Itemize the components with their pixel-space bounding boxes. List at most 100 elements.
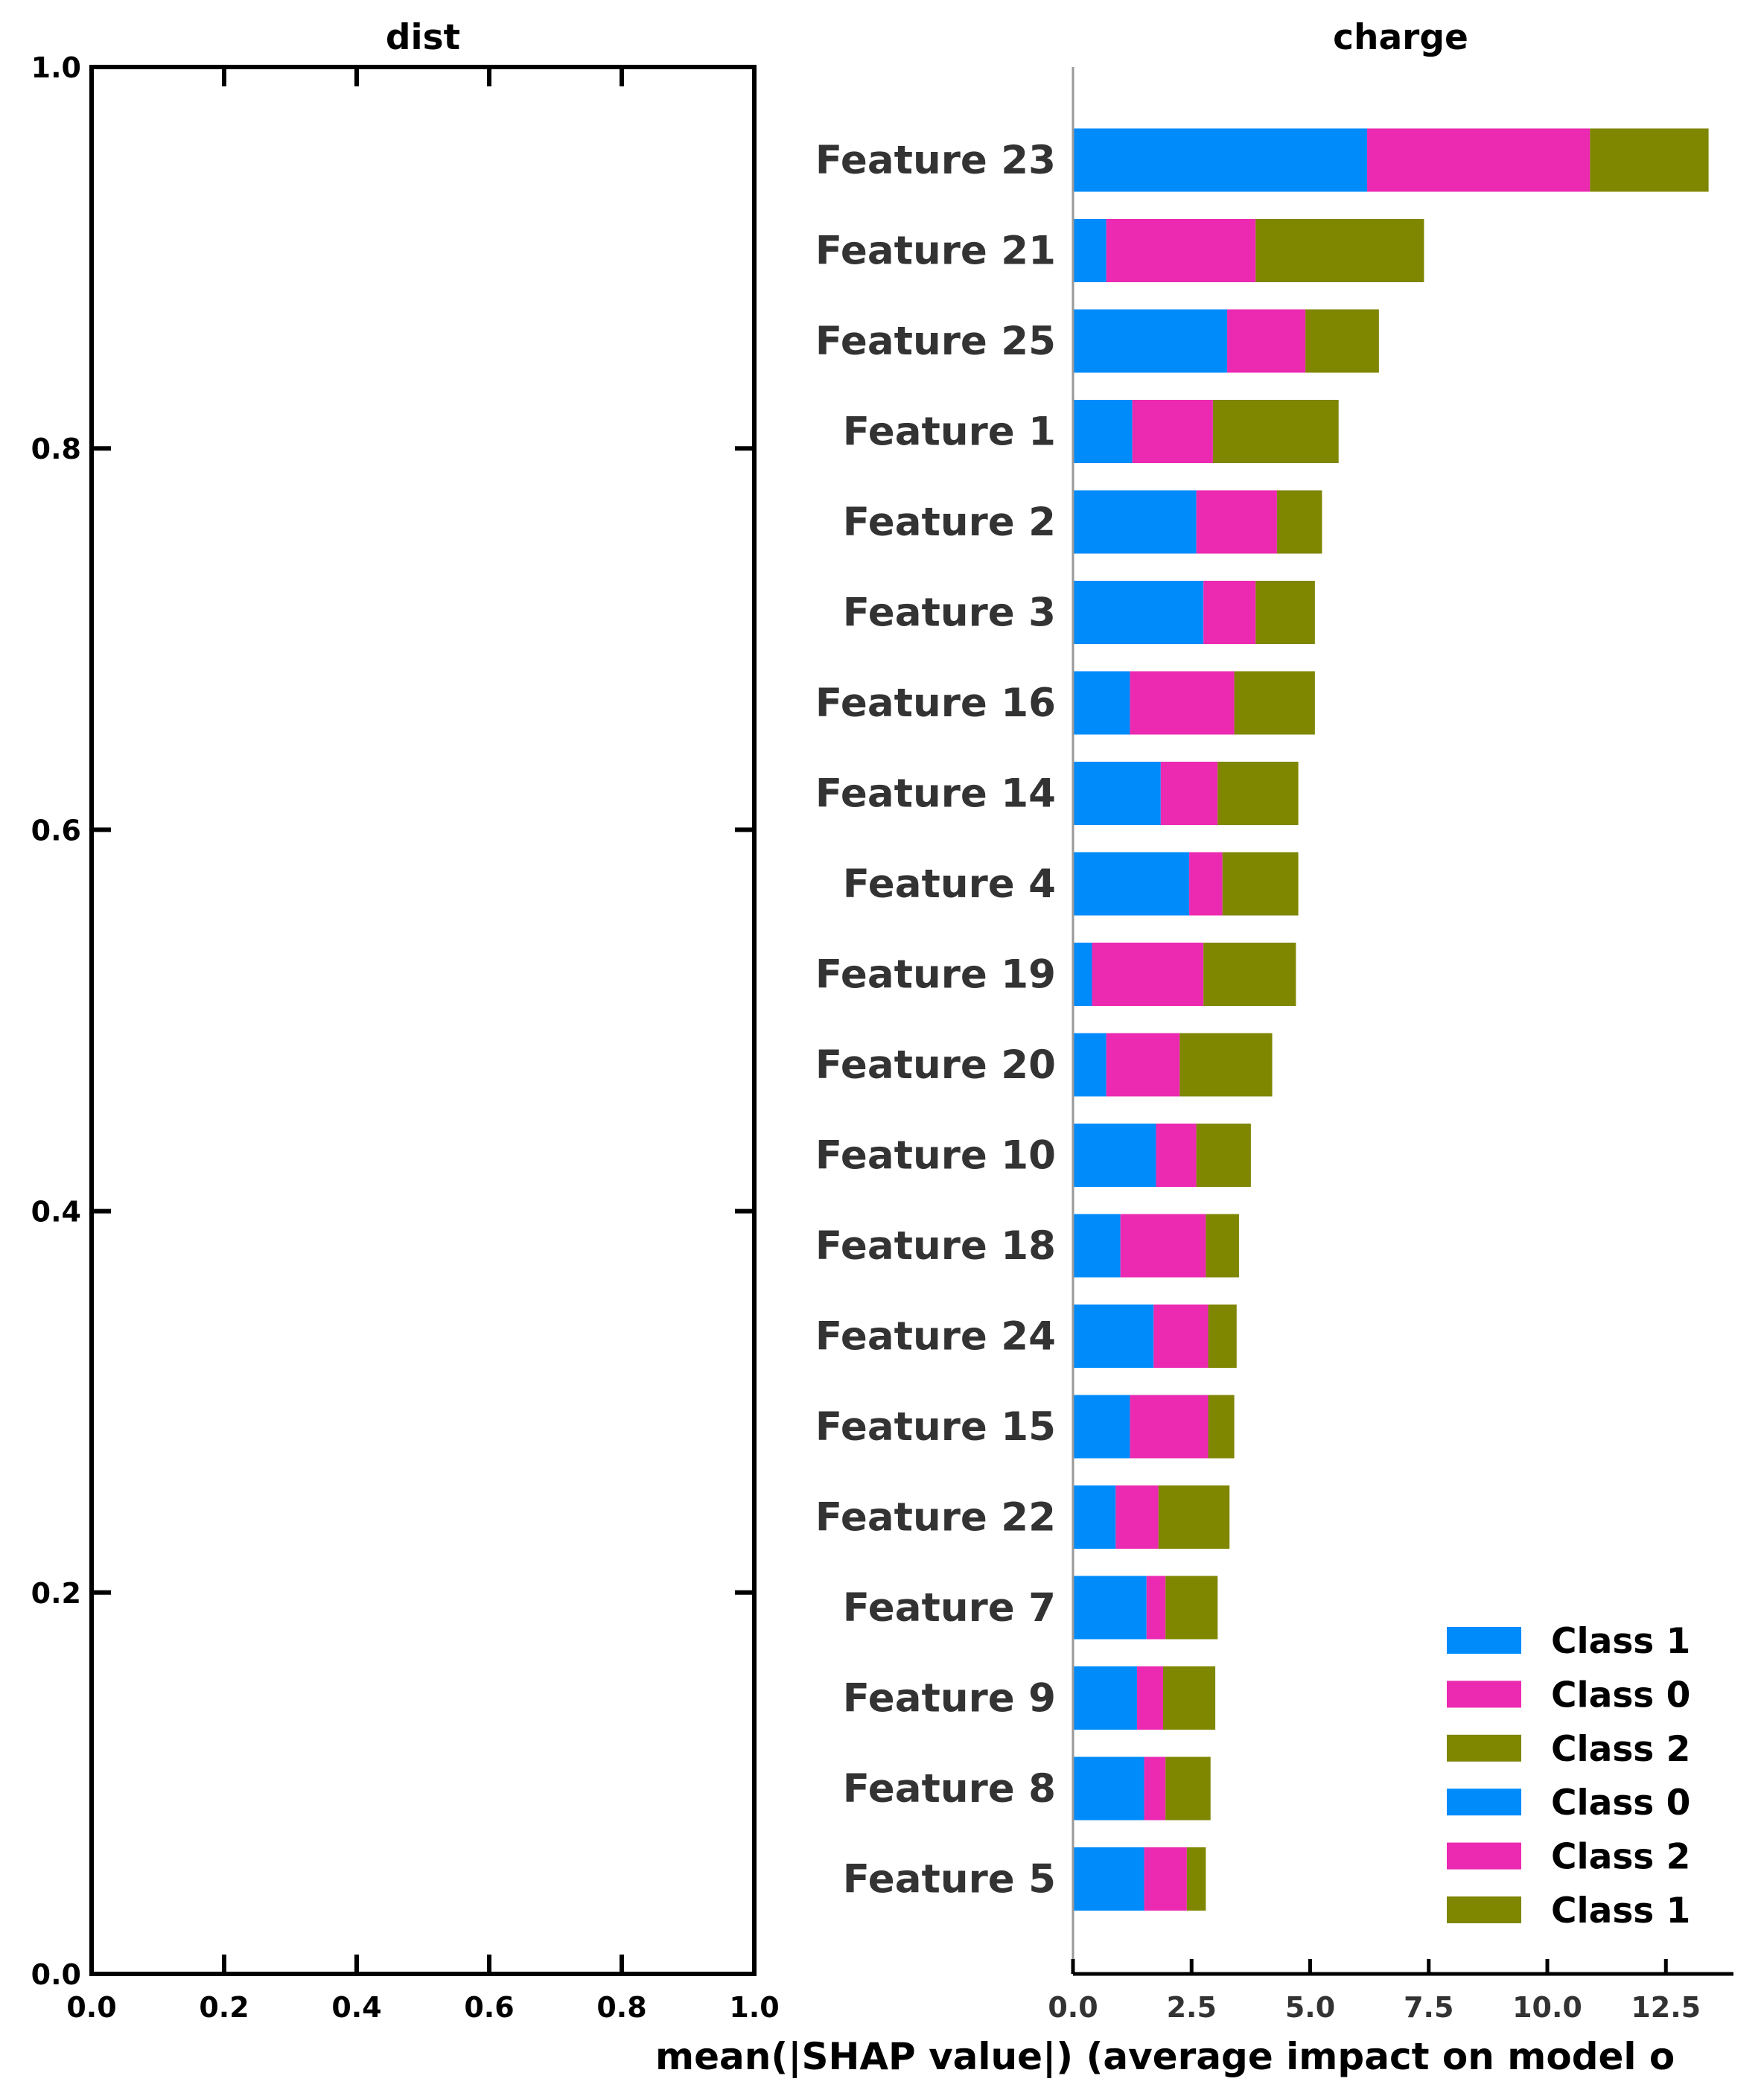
feature-label: Feature 22 — [815, 1495, 1056, 1541]
bar-segment — [1132, 400, 1213, 463]
dist-x-tick-label: 0.6 — [464, 1991, 514, 2024]
bar-segment — [1305, 309, 1379, 373]
bar-segment — [1153, 1305, 1209, 1368]
bar-segment — [1073, 943, 1092, 1006]
charge-title: charge — [1333, 17, 1468, 58]
bar-segment — [1227, 309, 1306, 373]
bar-segment — [1073, 1033, 1107, 1097]
bar-segment — [1073, 671, 1130, 735]
charge-x-ticks: 0.0 2.5 5.0 7.5 10.0 12.5 — [1048, 1959, 1701, 2024]
bar-segment — [1073, 762, 1161, 825]
dist-y-tick-label: 0.0 — [31, 1958, 81, 1991]
charge-x-tick-label: 12.5 — [1631, 1991, 1701, 2024]
bar-segment — [1144, 1847, 1187, 1911]
bar-segment — [1130, 1395, 1209, 1459]
bar-segment — [1073, 1214, 1121, 1278]
charge-x-tick-label: 7.5 — [1404, 1991, 1453, 2024]
dist-y-ticks: 0.0 0.2 0.4 0.6 0.8 1.0 — [31, 51, 754, 1991]
bar-segment — [1092, 943, 1204, 1006]
dist-x-tick-label: 0.0 — [66, 1991, 116, 2024]
bar-segment — [1073, 400, 1133, 463]
feature-label: Feature 2 — [843, 500, 1056, 545]
bar-segment — [1276, 490, 1322, 554]
legend-label: Class 1 — [1551, 1891, 1690, 1931]
feature-label: Feature 4 — [843, 861, 1056, 907]
legend-label: Class 0 — [1551, 1675, 1690, 1716]
dist-y-tick-label: 0.4 — [31, 1196, 81, 1229]
bar-segment — [1136, 1666, 1164, 1730]
bar-segment — [1165, 1756, 1211, 1821]
bar-segment — [1212, 400, 1339, 463]
bar-segment — [1130, 671, 1235, 735]
bar-segment — [1106, 219, 1256, 282]
bar-segment — [1073, 1395, 1130, 1459]
charge-x-tick-label: 2.5 — [1167, 1991, 1217, 2024]
bar-segment — [1073, 490, 1197, 554]
bar-segment — [1073, 1124, 1156, 1187]
dist-y-tick-label: 0.2 — [31, 1577, 81, 1610]
feature-label: Feature 8 — [843, 1766, 1056, 1812]
dist-y-tick-label: 1.0 — [31, 51, 81, 84]
bar-segment — [1186, 1847, 1206, 1911]
charge-x-tick-label: 0.0 — [1048, 1991, 1098, 2024]
bar-segment — [1073, 581, 1204, 644]
feature-label: Feature 14 — [815, 771, 1056, 817]
bar-segment — [1106, 1033, 1180, 1097]
dist-x-tick-label: 1.0 — [729, 1991, 779, 2024]
legend: Class 1 Class 0 Class 2 Class 0 Class 2 Class… — [1447, 1621, 1690, 1931]
charge-x-tick-label: 10.0 — [1512, 1991, 1582, 2024]
bar-segment — [1115, 1485, 1159, 1549]
feature-label: Feature 18 — [815, 1223, 1056, 1269]
bar-segment — [1203, 943, 1296, 1006]
legend-label: Class 2 — [1551, 1837, 1690, 1878]
bar-segment — [1073, 1847, 1144, 1911]
legend-label: Class 2 — [1551, 1729, 1690, 1770]
charge-x-axis-label: mean(|SHAP value|) (average impact on mo… — [655, 2035, 1675, 2078]
legend-swatch — [1447, 1896, 1521, 1923]
bar-segment — [1073, 1756, 1144, 1821]
dist-title: dist — [386, 17, 460, 58]
bar-segment — [1196, 1124, 1251, 1187]
feature-label: Feature 16 — [815, 681, 1056, 726]
legend-label: Class 0 — [1551, 1783, 1690, 1824]
feature-label: Feature 5 — [843, 1857, 1056, 1902]
bar-segment — [1222, 852, 1299, 916]
bar-segment — [1156, 1124, 1197, 1187]
feature-label: Feature 23 — [815, 138, 1056, 183]
legend-swatch — [1447, 1681, 1521, 1708]
dist-x-tick-label: 0.2 — [199, 1991, 249, 2024]
bar-segment — [1120, 1214, 1206, 1278]
feature-label: Feature 19 — [815, 952, 1056, 998]
bar-segment — [1208, 1395, 1235, 1459]
bar-segment — [1366, 128, 1591, 192]
bar-segment — [1146, 1576, 1166, 1640]
bar-segment — [1073, 1485, 1116, 1549]
bar-segment — [1217, 762, 1299, 825]
bar-segment — [1073, 219, 1107, 282]
dist-x-ticks: 0.0 0.2 0.4 0.6 0.8 1.0 — [66, 67, 780, 2024]
legend-label: Class 1 — [1551, 1621, 1690, 1662]
bar-segment — [1206, 1214, 1239, 1278]
dist-x-tick-label: 0.8 — [596, 1991, 646, 2024]
bar-segment — [1073, 1305, 1154, 1368]
dist-y-tick-label: 0.8 — [31, 433, 81, 465]
legend-swatch — [1447, 1842, 1521, 1870]
feature-label: Feature 25 — [815, 319, 1056, 364]
bar-segment — [1073, 1666, 1137, 1730]
feature-label: Feature 1 — [843, 410, 1056, 455]
feature-label: Feature 9 — [843, 1676, 1056, 1721]
bar-segment — [1203, 581, 1256, 644]
feature-label: Feature 15 — [815, 1404, 1056, 1450]
feature-labels: Feature 23 Feature 21 Feature 25 Feature 1 F… — [815, 138, 1056, 1902]
bar-segment — [1163, 1666, 1216, 1730]
dist-axes-frame — [89, 65, 757, 1976]
bar-segment — [1255, 581, 1315, 644]
dist-panel: dist 0.0 0.2 0.4 0.6 0.8 1.0 0.0 0.2 0.4 0.6 0.8 1… — [31, 17, 780, 2024]
legend-swatch — [1447, 1734, 1521, 1762]
dist-x-tick-label: 0.4 — [331, 1991, 381, 2024]
bar-segment — [1160, 762, 1218, 825]
bar-segment — [1073, 128, 1367, 192]
bar-segment — [1234, 671, 1315, 735]
bar-segment — [1590, 128, 1709, 192]
